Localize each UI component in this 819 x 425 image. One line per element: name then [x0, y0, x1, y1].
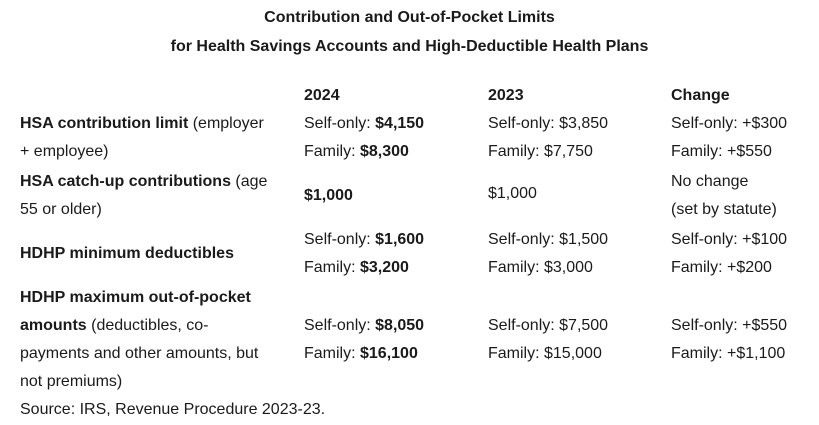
row-catch-up-label-line-1: HSA catch-up contributions (age — [20, 168, 267, 196]
value-amount: $8,050 — [375, 317, 425, 334]
row-min-deductible-2023-self: Self-only: $1,500 — [488, 231, 609, 248]
value-amount: $1,000 — [304, 187, 353, 204]
row-hsa-contribution-label-line-2: + employee) — [20, 143, 109, 160]
row-min-deductible-2023-family: Family: $3,000 — [488, 259, 593, 276]
row-catch-up-label-bold: HSA catch-up contributions — [20, 173, 231, 190]
row-min-deductible-change-self: Self-only: +$100 — [671, 231, 788, 248]
table-title-line-1: Contribution and Out-of-Pocket Limits — [264, 9, 555, 26]
value-amount: $3,200 — [360, 259, 409, 276]
value-prefix: Self-only: — [304, 231, 376, 248]
row-max-oop-label-line-3: payments and other amounts, but — [20, 345, 259, 362]
row-catch-up-2024: $1,000 — [304, 182, 353, 210]
row-hsa-contribution-2023-self: Self-only: $3,850 — [488, 115, 609, 132]
row-hsa-contribution-2024-family: Family: $8,300 — [304, 138, 409, 166]
value-amount: $4,150 — [375, 115, 425, 132]
row-hsa-contribution-label-rest: (employer — [188, 115, 264, 132]
row-min-deductible-label: HDHP minimum deductibles — [20, 240, 234, 268]
row-catch-up-change-line-2: (set by statute) — [671, 201, 777, 218]
row-max-oop-2024-family: Family: $16,100 — [304, 340, 418, 368]
row-hsa-contribution-label-line-1: HSA contribution limit (employer — [20, 110, 264, 138]
row-max-oop-label-line-2: amounts (deductibles, co- — [20, 312, 209, 340]
row-max-oop-2023-family: Family: $15,000 — [488, 345, 602, 362]
row-max-oop-change-family: Family: +$1,100 — [671, 345, 786, 362]
row-catch-up-label-rest: (age — [230, 173, 268, 190]
row-catch-up-label-line-2: 55 or older) — [20, 201, 102, 218]
table-title-line-2: for Health Savings Accounts and High-Ded… — [170, 38, 649, 55]
row-max-oop-label-rest-2: (deductibles, co- — [86, 317, 209, 334]
value-prefix: Family: — [304, 345, 360, 362]
row-min-deductible-label-bold: HDHP minimum deductibles — [20, 245, 234, 262]
row-min-deductible-2024-self: Self-only: $1,600 — [304, 226, 424, 254]
row-hsa-contribution-change-self: Self-only: +$300 — [671, 115, 788, 132]
column-header-change: Change — [671, 87, 730, 104]
value-amount: $16,100 — [360, 345, 418, 362]
column-header-2024: 2024 — [304, 87, 340, 104]
row-hsa-contribution-label-bold: HSA contribution limit — [20, 115, 189, 132]
row-hsa-contribution-change-family: Family: +$550 — [671, 143, 772, 160]
row-max-oop-2024-self: Self-only: $8,050 — [304, 312, 424, 340]
value-prefix: Self-only: — [304, 115, 376, 132]
row-max-oop-label-bold-2: amounts — [20, 317, 87, 334]
row-catch-up-change-line-1: No change — [671, 173, 749, 190]
value-amount: $1,600 — [375, 231, 425, 248]
value-prefix: Self-only: — [304, 317, 376, 334]
column-header-2023: 2023 — [488, 87, 524, 104]
value-amount: $8,300 — [360, 143, 409, 160]
row-max-oop-label-line-1: HDHP maximum out-of-pocket — [20, 284, 251, 312]
row-max-oop-label-line-4: not premiums) — [20, 373, 123, 390]
row-min-deductible-2024-family: Family: $3,200 — [304, 254, 409, 282]
value-prefix: Family: — [304, 259, 360, 276]
row-hsa-contribution-2023-family: Family: $7,750 — [488, 143, 593, 160]
value-prefix: Family: — [304, 143, 360, 160]
row-min-deductible-change-family: Family: +$200 — [671, 259, 772, 276]
row-max-oop-label-bold-1: HDHP maximum out-of-pocket — [20, 289, 251, 306]
row-hsa-contribution-2024-self: Self-only: $4,150 — [304, 110, 424, 138]
row-catch-up-2023: $1,000 — [488, 185, 537, 202]
row-max-oop-change-self: Self-only: +$550 — [671, 317, 788, 334]
row-max-oop-2023-self: Self-only: $7,500 — [488, 317, 609, 334]
source-note: Source: IRS, Revenue Procedure 2023-23. — [20, 401, 326, 418]
